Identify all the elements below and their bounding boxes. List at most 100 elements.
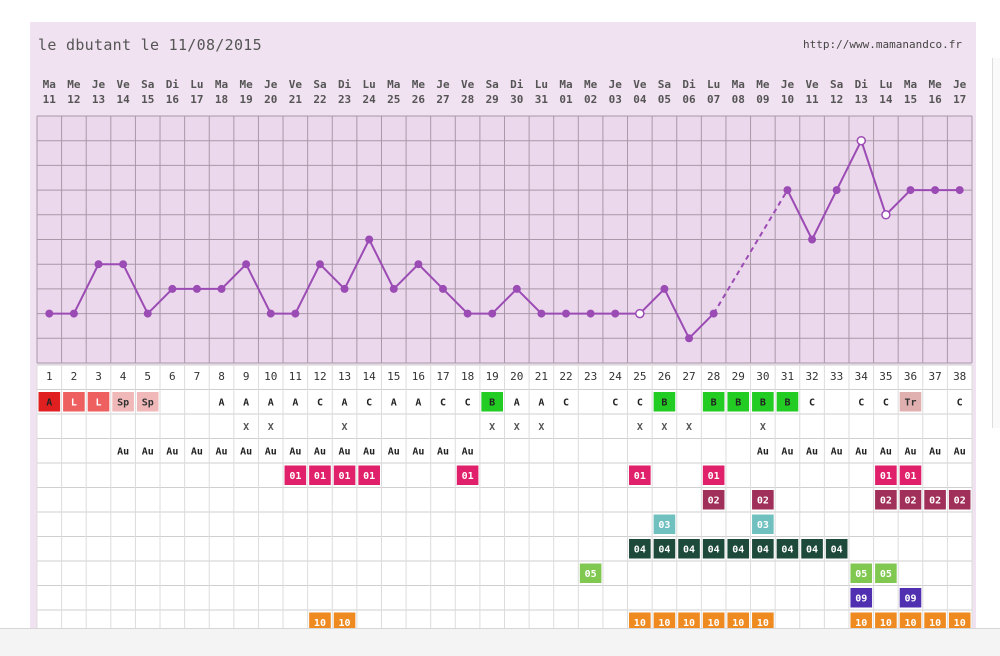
site-url: http://www.mamanandco.fr — [803, 38, 962, 51]
cycle-day-label: 4 — [120, 370, 127, 383]
temperature-point — [512, 284, 521, 293]
cycle-day-label: 37 — [928, 370, 941, 383]
marker-cell — [629, 465, 651, 485]
marker-cell — [136, 392, 159, 412]
marker-label: 10 — [683, 618, 695, 629]
marker-label: 10 — [929, 618, 941, 629]
marker-label: C — [612, 398, 618, 409]
temperature-point — [291, 309, 300, 318]
marker-label: 10 — [634, 618, 646, 629]
marker-cell — [899, 588, 922, 608]
day-of-week-label: Ve — [633, 78, 647, 91]
marker-label: X — [661, 422, 667, 433]
temperature-line — [73, 263, 100, 315]
temperature-point — [69, 309, 78, 318]
marker-label: 04 — [781, 545, 793, 556]
marker-label: X — [268, 422, 274, 433]
date-label: 26 — [412, 93, 426, 106]
marker-label: X — [760, 422, 766, 433]
day-of-week-label: Je — [264, 78, 278, 91]
marker-label: 01 — [708, 471, 720, 482]
marker-label: B — [784, 398, 790, 409]
marker-cell — [653, 514, 676, 534]
marker-label: 01 — [462, 471, 474, 482]
marker-label: C — [957, 398, 963, 409]
temperature-line — [343, 239, 371, 290]
marker-cell — [702, 465, 725, 485]
marker-label: C — [858, 398, 864, 409]
marker-label: X — [342, 422, 348, 433]
temperature-line — [393, 263, 420, 290]
marker-cell — [899, 465, 922, 485]
marker-label: 09 — [904, 594, 916, 605]
marker-cell — [850, 563, 873, 583]
marker-cell — [678, 539, 700, 559]
cycle-day-label: 21 — [535, 370, 548, 383]
cycle-day-label: 30 — [756, 370, 769, 383]
marker-label: Au — [216, 447, 228, 458]
temperature-point — [217, 284, 226, 293]
date-label: 27 — [436, 93, 449, 106]
cycle-day-label: 27 — [682, 370, 695, 383]
cycle-day-label: 20 — [510, 370, 523, 383]
marker-cell — [752, 612, 774, 632]
marker-label: C — [366, 398, 372, 409]
marker-cell — [309, 465, 331, 485]
marker-label: 02 — [954, 496, 966, 507]
marker-label: A — [391, 398, 397, 409]
date-label: 15 — [904, 93, 917, 106]
marker-label: C — [563, 398, 569, 409]
cycle-day-label: 24 — [609, 370, 623, 383]
marker-cell — [850, 588, 873, 608]
temperature-line — [885, 189, 912, 216]
marker-cell — [899, 612, 922, 632]
marker-label: 02 — [757, 496, 769, 507]
marker-label: Au — [339, 447, 351, 458]
cycle-day-label: 22 — [559, 370, 572, 383]
temperature-line — [245, 263, 272, 315]
marker-cell — [727, 392, 750, 412]
cycle-day-label: 25 — [633, 370, 646, 383]
marker-label: X — [686, 422, 692, 433]
marker-label: 04 — [757, 545, 769, 556]
date-label: 16 — [928, 93, 942, 106]
date-label: 17 — [190, 93, 203, 106]
scrollbar-track[interactable] — [992, 58, 1000, 428]
marker-cell — [752, 539, 774, 559]
day-of-week-label: Lu — [190, 78, 203, 91]
marker-cell — [456, 465, 479, 485]
marker-cell — [727, 612, 750, 632]
marker-label: Au — [240, 447, 252, 458]
date-label: 11 — [805, 93, 819, 106]
temperature-line — [147, 288, 174, 315]
day-of-week-label: Di — [338, 78, 352, 91]
date-label: 08 — [732, 93, 745, 106]
cycle-day-label: 9 — [243, 370, 250, 383]
cycle-day-label: 15 — [387, 370, 400, 383]
marker-label: 03 — [757, 520, 769, 531]
marker-label: B — [661, 398, 667, 409]
marker-label: L — [95, 398, 101, 409]
temperature-line — [319, 263, 346, 290]
marker-cell — [801, 539, 823, 559]
temperature-line — [811, 189, 838, 240]
marker-label: 10 — [954, 618, 966, 629]
day-of-week-label: Me — [584, 78, 598, 91]
marker-label: C — [465, 398, 471, 409]
marker-label: 10 — [708, 618, 720, 629]
date-label: 22 — [313, 93, 326, 106]
marker-cell — [875, 465, 897, 485]
day-of-week-label: Sa — [658, 78, 671, 91]
date-label: 25 — [387, 93, 400, 106]
marker-label: X — [514, 422, 520, 433]
marker-label: Au — [412, 447, 424, 458]
day-of-week-label: Lu — [535, 78, 548, 91]
date-label: 19 — [240, 93, 253, 106]
marker-label: C — [637, 398, 643, 409]
temperature-point — [611, 309, 620, 318]
marker-label: 01 — [314, 471, 326, 482]
date-label: 12 — [830, 93, 843, 106]
marker-label: 01 — [904, 471, 916, 482]
marker-label: X — [489, 422, 495, 433]
marker-label: 04 — [806, 545, 818, 556]
